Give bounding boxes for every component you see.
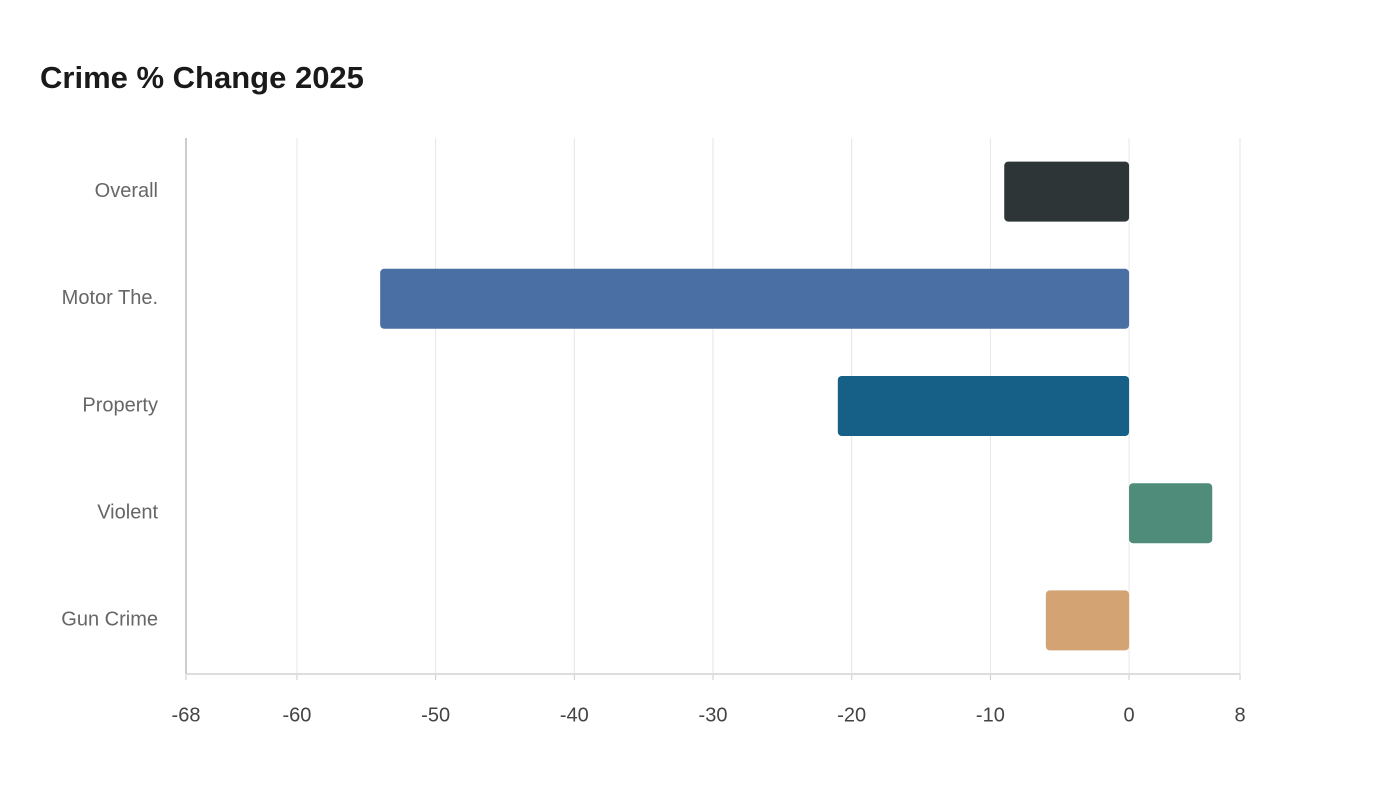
bar: [1004, 161, 1130, 222]
bar: [1129, 483, 1213, 544]
x-tick-label: 0: [1123, 704, 1134, 726]
x-tick-label: 8: [1234, 704, 1245, 726]
y-tick-label: Overall: [95, 180, 158, 202]
bar: [1045, 590, 1130, 651]
x-tick-label: -60: [282, 704, 311, 726]
y-tick-label: Gun Crime: [61, 609, 158, 631]
bar: [837, 376, 1130, 436]
x-tick-label: -50: [421, 704, 450, 726]
x-tick-label: -40: [560, 704, 589, 726]
y-tick-label: Property: [82, 394, 158, 416]
x-tick-label: -10: [976, 704, 1005, 726]
x-tick-label: -20: [837, 704, 866, 726]
y-tick-label: Violent: [97, 501, 158, 523]
x-tick-label: -68: [172, 704, 201, 726]
x-tick-label: -30: [699, 704, 728, 726]
bar: [380, 268, 1130, 329]
chart-title: Crime % Change 2025: [40, 60, 364, 95]
y-tick-label: Motor The.: [62, 287, 158, 309]
